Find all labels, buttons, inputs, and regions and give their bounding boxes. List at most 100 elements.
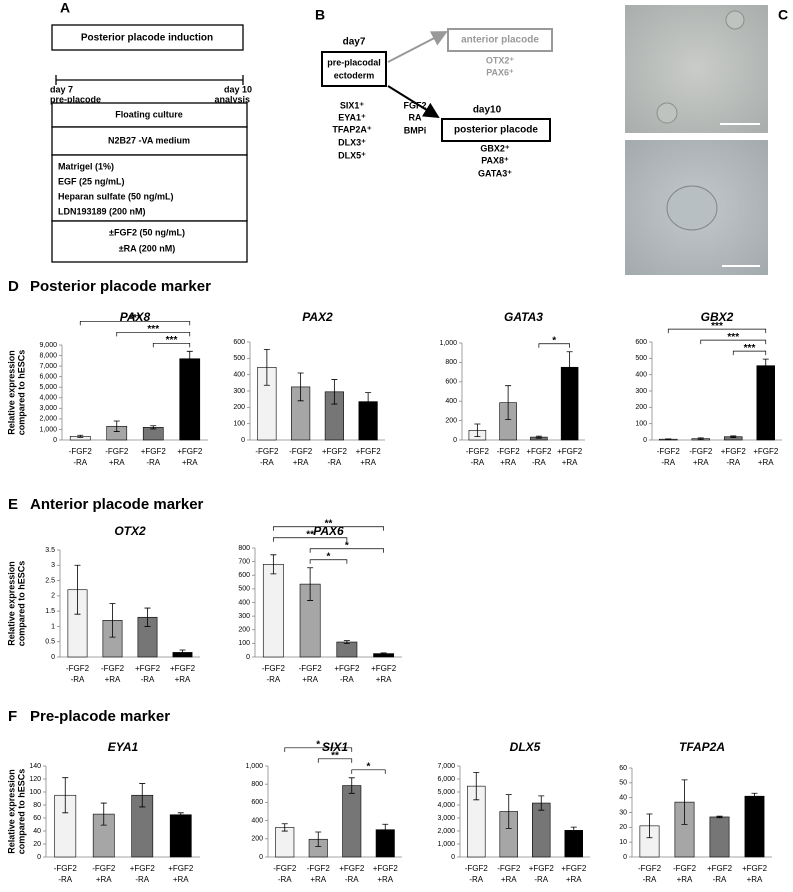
panel-c: C <box>625 5 788 275</box>
y-tick-label: 1 <box>51 623 55 630</box>
error-bar <box>681 779 688 825</box>
y-tick-label: 3.5 <box>45 547 55 554</box>
error-bar <box>307 567 314 601</box>
x-tick-label: +FGF2 <box>135 664 161 673</box>
y-tick-label: 0 <box>246 654 250 661</box>
panel-letter: B <box>315 7 325 23</box>
box-label: anterior placode <box>461 35 539 46</box>
box-label: pre-placodal <box>327 57 381 67</box>
significance-bracket <box>152 342 191 348</box>
error-bar <box>186 350 193 367</box>
timeline-label: pre-placode <box>50 94 101 104</box>
x-tick-label: -FGF2 <box>105 447 129 456</box>
y-tick-label: 500 <box>238 586 250 593</box>
y-tick-label: 800 <box>238 545 250 552</box>
bar <box>179 358 201 441</box>
y-tick-label: 0.5 <box>45 639 55 646</box>
x-tick-label: -RA <box>135 875 149 884</box>
timeline-label: day 7 <box>50 84 73 94</box>
y-tick-label: 500 <box>233 355 245 362</box>
chart-title: EYA1 <box>108 740 139 754</box>
y-tick-label: 400 <box>251 817 263 824</box>
y-tick-label: 200 <box>635 404 647 411</box>
x-tick-label: +RA <box>500 458 516 467</box>
error-bar <box>570 826 577 834</box>
x-tick-label: -FGF2 <box>289 447 313 456</box>
error-bar <box>762 358 769 373</box>
factor: ±RA (200 nM) <box>119 243 176 253</box>
error-bar <box>263 348 270 386</box>
y-tick-label: 80 <box>33 802 41 809</box>
significance-label: *** <box>166 335 178 346</box>
significance-bracket <box>351 769 386 774</box>
chart-title: TFAP2A <box>679 740 725 754</box>
x-tick-label: -RA <box>713 875 727 884</box>
error-bar <box>348 777 355 794</box>
x-tick-label: -FGF2 <box>69 447 93 456</box>
error-bar <box>109 603 116 638</box>
chart-title: PAX2 <box>302 310 333 324</box>
y-tick-label: 6,000 <box>39 374 57 381</box>
significance-label: ** <box>325 518 333 529</box>
y-tick-label: 7,000 <box>39 363 57 370</box>
chart-title: DLX5 <box>510 740 541 754</box>
x-tick-label: +FGF2 <box>561 864 587 873</box>
x-tick-label: -FGF2 <box>673 864 697 873</box>
y-tick-label: 5,000 <box>39 384 57 391</box>
bar <box>756 365 775 441</box>
x-tick-label: +FGF2 <box>141 447 167 456</box>
panel-letter: C <box>778 7 788 23</box>
marker: GATA3⁺ <box>478 168 512 178</box>
x-tick-label: -RA <box>260 458 274 467</box>
y-axis-label: Relative expression <box>6 350 16 435</box>
panel-letter: D <box>8 278 19 295</box>
supplement: LDN193189 (200 nM) <box>58 206 146 216</box>
y-tick-label: 100 <box>238 640 250 647</box>
significance-bracket <box>538 343 570 348</box>
y-tick-label: 200 <box>233 404 245 411</box>
marker: PAX6⁺ <box>486 67 514 77</box>
y-tick-label: 4,000 <box>39 395 57 402</box>
micrograph <box>625 5 768 133</box>
x-tick-label: +RA <box>302 675 318 684</box>
chart-title: PAX8 <box>120 310 151 324</box>
section-title: Pre-placode marker <box>30 708 170 725</box>
x-tick-label: -FGF2 <box>255 447 279 456</box>
significance-bracket <box>309 559 348 564</box>
x-tick-label: -FGF2 <box>92 864 116 873</box>
y-tick-label: 100 <box>635 421 647 428</box>
significance-label: * <box>316 739 320 750</box>
day-label: day7 <box>343 37 366 48</box>
chart-title: OTX2 <box>114 524 146 538</box>
y-tick-label: 20 <box>619 824 627 831</box>
y-tick-label: 400 <box>238 599 250 606</box>
chart-title: GATA3 <box>504 310 543 324</box>
box <box>441 118 551 142</box>
error-bar <box>505 794 512 829</box>
section-title: Anterior placode marker <box>30 496 204 513</box>
bar <box>262 564 284 658</box>
x-tick-label: -RA <box>327 458 341 467</box>
box-label: Floating culture <box>115 109 183 119</box>
x-tick-label: +FGF2 <box>339 864 365 873</box>
bar <box>342 785 362 858</box>
y-tick-label: 600 <box>238 572 250 579</box>
error-bar <box>473 772 480 801</box>
x-tick-label: +RA <box>376 675 392 684</box>
error-bar <box>343 640 350 644</box>
factor: ±FGF2 (50 ng/mL) <box>109 227 185 237</box>
x-tick-label: +RA <box>562 458 578 467</box>
y-tick-label: 6,000 <box>437 776 455 783</box>
y-tick-label: 50 <box>619 780 627 787</box>
significance-bracket <box>317 758 353 763</box>
y-tick-label: 400 <box>233 372 245 379</box>
error-bar <box>665 438 672 440</box>
y-tick-label: 1,000 <box>437 841 455 848</box>
y-tick-label: 0 <box>623 854 627 861</box>
significance-label: *** <box>129 313 141 324</box>
significance-bracket <box>273 537 348 542</box>
y-tick-label: 60 <box>619 765 627 772</box>
box-label: posterior placode <box>454 125 538 136</box>
significance-label: *** <box>147 324 159 335</box>
